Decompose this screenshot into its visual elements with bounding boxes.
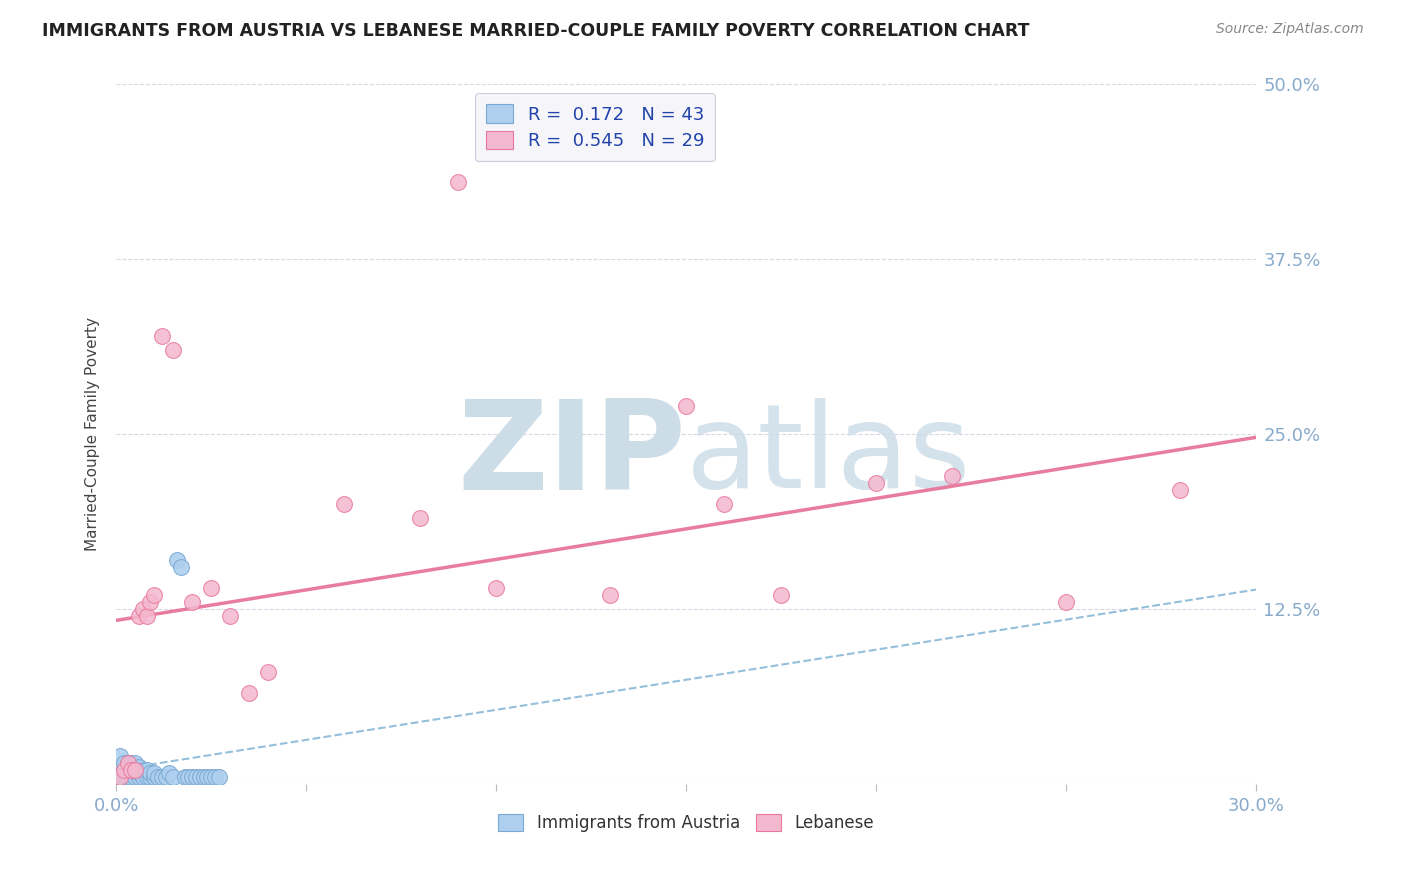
Point (121, 763, 143, 777)
Point (184, 770, 207, 784)
Y-axis label: Married-Couple Family Poverty: Married-Couple Family Poverty (86, 318, 100, 551)
Point (208, 770, 231, 784)
Point (162, 343, 184, 358)
Point (143, 765, 166, 780)
Point (238, 686, 260, 700)
Point (200, 581, 222, 595)
Point (155, 770, 177, 784)
Point (257, 665, 280, 679)
Point (124, 763, 146, 777)
Point (409, 511, 432, 525)
Point (121, 763, 143, 777)
Point (599, 588, 621, 602)
Legend: Immigrants from Austria, Lebanese: Immigrants from Austria, Lebanese (492, 807, 882, 838)
Point (112, 756, 135, 770)
Point (121, 756, 143, 770)
Point (941, 469, 963, 483)
Point (177, 770, 200, 784)
Point (128, 770, 150, 784)
Point (447, 175, 470, 189)
Point (865, 476, 887, 491)
Point (132, 763, 155, 777)
Point (124, 770, 146, 784)
Point (173, 770, 195, 784)
Text: Source: ZipAtlas.com: Source: ZipAtlas.com (1216, 22, 1364, 37)
Point (204, 770, 226, 784)
Point (162, 770, 184, 784)
Point (112, 763, 135, 777)
Point (135, 770, 157, 784)
Point (112, 770, 135, 784)
Point (181, 770, 204, 784)
Point (132, 602, 155, 616)
Text: ZIP: ZIP (457, 395, 686, 516)
Point (675, 399, 697, 413)
Point (485, 581, 508, 595)
Point (108, 763, 131, 777)
Point (124, 763, 146, 777)
Point (150, 329, 173, 343)
Point (128, 765, 150, 780)
Text: atlas: atlas (686, 398, 972, 513)
Point (108, 749, 131, 764)
Point (197, 770, 219, 784)
Point (139, 765, 162, 780)
Point (117, 763, 139, 777)
Point (150, 770, 173, 784)
Point (112, 763, 135, 777)
Point (219, 609, 242, 624)
Point (333, 497, 356, 511)
Point (108, 770, 131, 784)
Point (166, 553, 188, 567)
Point (139, 595, 162, 609)
Point (159, 765, 181, 780)
Point (170, 560, 193, 574)
Point (135, 609, 157, 624)
Point (713, 497, 735, 511)
Point (139, 770, 162, 784)
Point (1170, 483, 1192, 498)
Point (1054, 595, 1077, 609)
Point (108, 770, 131, 784)
Point (132, 770, 155, 784)
Point (117, 770, 139, 784)
Point (124, 756, 146, 770)
Point (200, 770, 222, 784)
Point (128, 609, 150, 624)
Point (188, 770, 211, 784)
Text: IMMIGRANTS FROM AUSTRIA VS LEBANESE MARRIED-COUPLE FAMILY POVERTY CORRELATION CH: IMMIGRANTS FROM AUSTRIA VS LEBANESE MARR… (42, 22, 1029, 40)
Point (770, 588, 793, 602)
Point (146, 770, 169, 784)
Point (193, 770, 215, 784)
Point (143, 588, 166, 602)
Point (121, 770, 143, 784)
Point (143, 770, 166, 784)
Point (181, 595, 204, 609)
Point (128, 760, 150, 774)
Point (117, 756, 139, 770)
Point (135, 763, 157, 777)
Point (117, 756, 139, 770)
